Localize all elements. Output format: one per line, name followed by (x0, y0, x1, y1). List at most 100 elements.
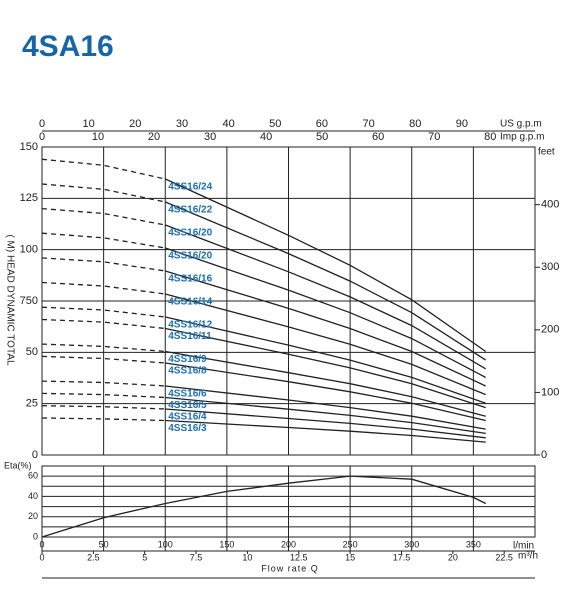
x2-axis-unit: m³/h (518, 551, 538, 562)
x-tick-label: 350 (466, 539, 481, 549)
x-tick-label: 300 (404, 539, 419, 549)
y-tick-label: 25 (26, 398, 38, 410)
top-tick-label: 10 (83, 118, 95, 130)
series-line (165, 350, 486, 417)
top-tick-label: 80 (409, 118, 421, 130)
series-line (41, 355, 166, 364)
series-line (165, 201, 487, 361)
y-tick-label: 40 (28, 491, 38, 501)
top-tick-label: 10 (92, 131, 104, 143)
series-line (165, 224, 487, 370)
y-axis-label: ( M) HEAD DYNAMIC TOTAL (4, 234, 15, 366)
y-tick-label: 0 (33, 531, 38, 541)
series-label: 4SS16/20 (168, 228, 212, 239)
series-line (41, 306, 166, 318)
top-tick-label: 70 (428, 131, 440, 143)
y-tick-label: 125 (20, 192, 38, 204)
top-tick-label: 30 (176, 118, 188, 130)
y2-tick-label: 100 (541, 386, 559, 398)
series-label: 4SS16/14 (168, 297, 212, 308)
eta-axis-label: Eta(%) (4, 460, 32, 470)
top-tick-label: 20 (148, 131, 160, 143)
top-tick-label: 60 (316, 118, 328, 130)
series-line (41, 257, 166, 272)
series-line (41, 183, 166, 203)
series-line (165, 385, 486, 430)
y2-tick-label: 400 (541, 199, 559, 211)
top-tick-label: 90 (456, 118, 468, 130)
series-line (165, 270, 486, 387)
series-label: 4SS16/22 (168, 205, 212, 216)
series-label: 4SS16/12 (168, 320, 212, 331)
x2-tick-label: 17.5 (393, 552, 411, 562)
chart-title: 4SA16 (22, 30, 114, 63)
series-line (41, 232, 166, 249)
top-tick-label: 80 (484, 131, 496, 143)
y-tick-label: 60 (28, 471, 38, 481)
series-label: 4SS16/5 (168, 400, 207, 411)
y-tick-label: 150 (20, 141, 38, 153)
top-axis-label: Imp g.p.m (500, 132, 544, 143)
series-line (165, 396, 486, 435)
series-label: 4SS16/6 (168, 389, 207, 400)
x-tick-label: 50 (99, 539, 109, 549)
top-tick-label: 40 (222, 118, 234, 130)
series-line (165, 362, 486, 422)
y-tick-label: 20 (28, 511, 38, 521)
y-tick-label: 0 (32, 449, 38, 461)
x2-tick-label: 20 (448, 552, 458, 562)
series-line (41, 475, 486, 538)
y-tick-label: 100 (20, 244, 38, 256)
series-line (41, 318, 166, 330)
series-label: 4SS16/8 (168, 366, 207, 377)
top-tick-label: 70 (362, 118, 374, 130)
series-line (165, 419, 486, 443)
x2-tick-label: 7.5 (190, 552, 203, 562)
x2-tick-label: 22.5 (495, 552, 513, 562)
x-tick-label: 150 (219, 539, 234, 549)
series-line (165, 293, 486, 396)
x2-tick-label: 5 (142, 552, 147, 562)
top-tick-label: 50 (269, 118, 281, 130)
y2-tick-label: 200 (541, 324, 559, 336)
series-line (41, 380, 166, 387)
series-label: 4SS16/9 (168, 354, 207, 365)
series-label: 4SS16/4 (168, 412, 207, 423)
x2-tick-label: 12.5 (290, 552, 308, 562)
series-line (41, 281, 166, 295)
top-tick-label: 50 (316, 131, 328, 143)
y2-axis-label: feet (538, 147, 555, 158)
top-tick-label: 20 (129, 118, 141, 130)
x2-tick-label: 2.5 (87, 552, 100, 562)
top-tick-label: 30 (204, 131, 216, 143)
series-line (165, 247, 487, 378)
series-label: 4SS16/16 (168, 274, 212, 285)
series-line (165, 316, 486, 404)
x2-tick-label: 0 (39, 552, 44, 562)
series-line (41, 405, 166, 410)
x2-tick-label: 10 (242, 552, 252, 562)
y2-tick-label: 0 (541, 449, 547, 461)
y2-tick-label: 300 (541, 261, 559, 273)
top-tick-label: 40 (260, 131, 272, 143)
top-axis-label: US g.p.m (500, 119, 542, 130)
x-axis-title: Flow rate Q (261, 563, 319, 573)
series-label: 4SS16/24 (168, 182, 212, 193)
x-tick-label: 0 (39, 539, 44, 549)
x-tick-label: 250 (343, 539, 358, 549)
series-label: 4SS16/11 (168, 331, 212, 342)
x-tick-label: 200 (281, 539, 296, 549)
series-line (165, 178, 487, 353)
series-label: 4SS16/20 (168, 251, 212, 262)
x-axis-unit: l/min (513, 541, 534, 552)
series-label: 4SS16/3 (168, 423, 207, 434)
series-line (41, 343, 166, 353)
series-line (41, 207, 166, 226)
top-tick-label: 0 (39, 118, 45, 130)
top-tick-label: 0 (39, 131, 45, 143)
series-line (41, 392, 166, 399)
series-line (41, 158, 166, 180)
series-line (165, 408, 486, 439)
y-tick-label: 750 (20, 295, 38, 307)
